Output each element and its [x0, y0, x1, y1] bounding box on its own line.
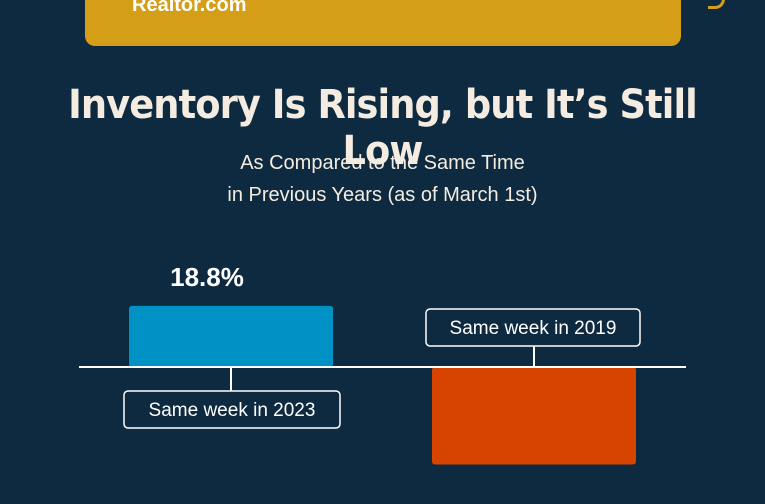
chart-title: Inventory Is Rising, but It’s Still Low — [68, 82, 698, 174]
chart-subtitle-line-1: As Compared to the Same Time — [240, 152, 525, 174]
chart-subtitle-line-2: in Previous Years (as of March 1st) — [227, 184, 538, 206]
source-label: Realtor.com — [132, 0, 247, 16]
data-label-1: 18.8% — [170, 262, 244, 292]
bar-1 — [129, 305, 333, 367]
category-label-2: Same week in 2019 — [450, 318, 617, 339]
bar-2 — [432, 367, 636, 465]
category-box-2 — [425, 308, 641, 347]
category-label-1: Same week in 2023 — [149, 400, 316, 421]
category-box-1 — [123, 390, 341, 429]
source-banner: Realtor.com — [85, 0, 681, 46]
